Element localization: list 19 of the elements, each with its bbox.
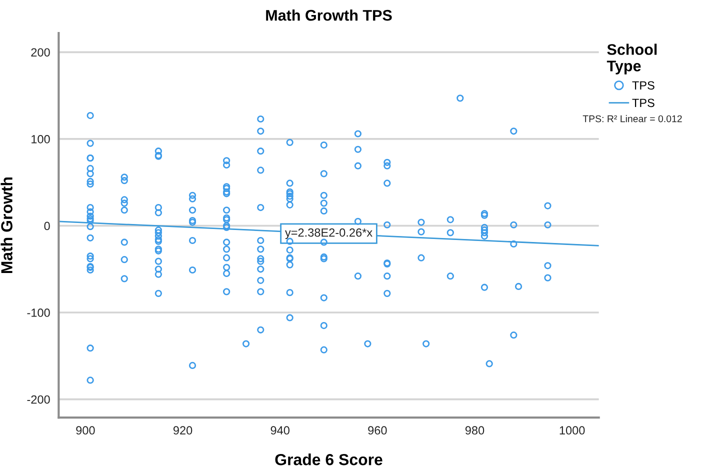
y-tick-label: 0 <box>44 222 50 230</box>
x-tick-label: 960 <box>368 426 387 435</box>
y-tick-label: 100 <box>32 134 50 144</box>
annotation: TPS: R² Linear = 0.012 <box>582 115 682 122</box>
legend-label: TPS <box>632 81 654 90</box>
x-axis-title: Grade 6 Score <box>275 454 382 466</box>
x-tick-label: 920 <box>173 426 192 435</box>
legend-label: TPS <box>632 98 654 108</box>
legend-title: School Type <box>606 44 657 74</box>
x-tick-label: 900 <box>76 426 95 435</box>
y-tick-label: -100 <box>27 308 50 317</box>
chart-title: Math Growth TPS <box>266 10 392 21</box>
y-tick-label: -200 <box>27 395 50 404</box>
x-tick-label: 940 <box>270 426 290 435</box>
x-tick-label: 1000 <box>560 426 585 435</box>
y-tick-label: 200 <box>31 48 50 57</box>
y-axis-title: Math Growth <box>0 178 12 274</box>
annotation: y=2.38E2-0.26*x <box>284 228 372 240</box>
x-tick-label: 980 <box>465 426 484 435</box>
